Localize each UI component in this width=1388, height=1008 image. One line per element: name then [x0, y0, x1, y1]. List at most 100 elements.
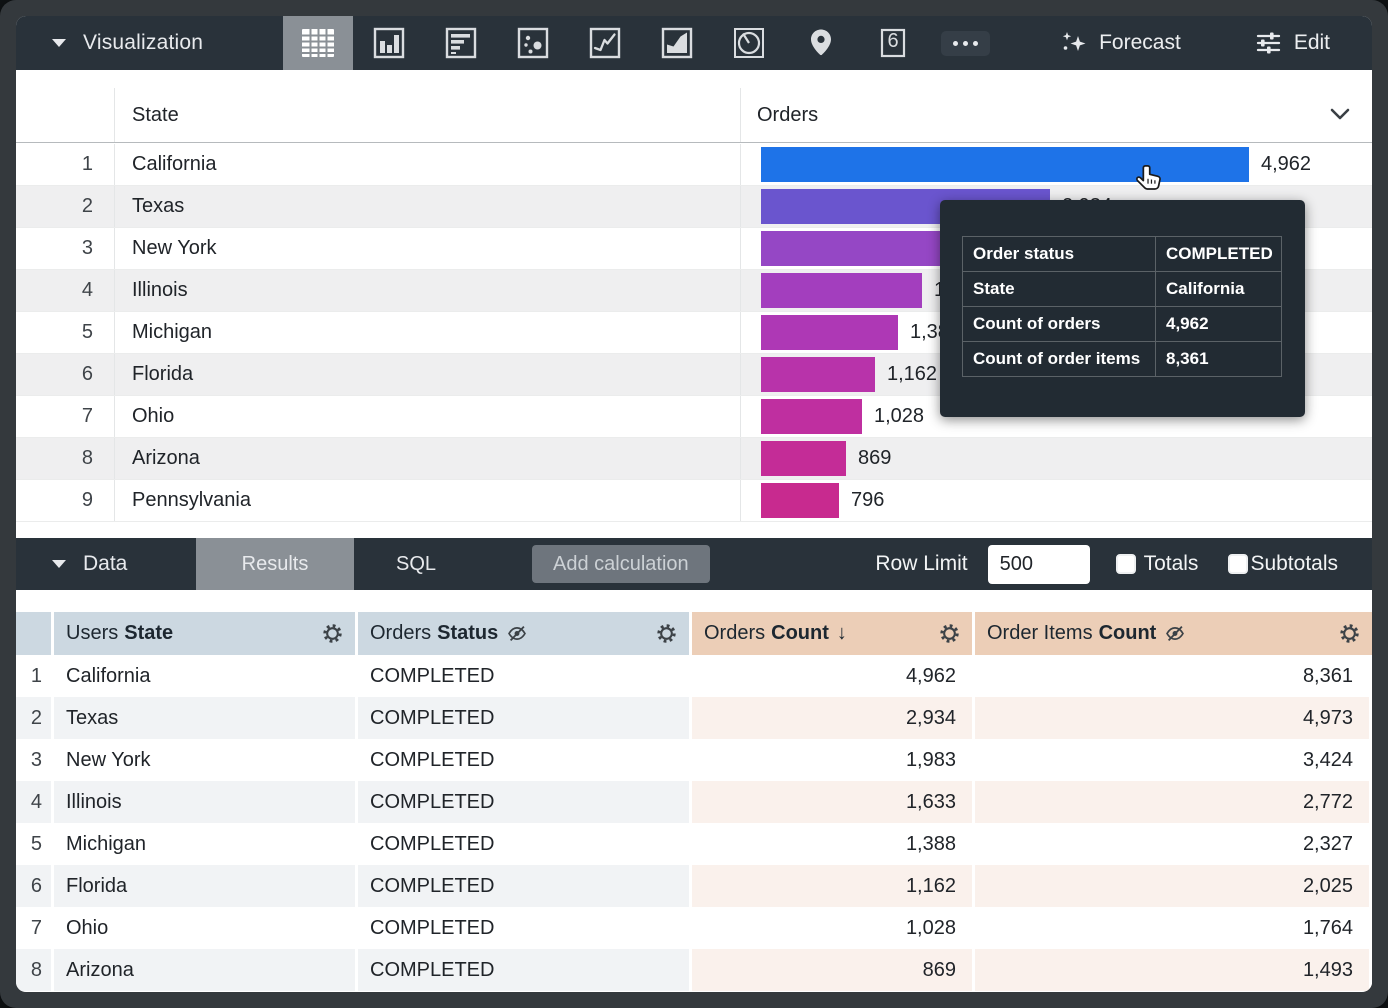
tooltip-row: State California: [963, 272, 1281, 307]
order-items-count-cell: 2,772: [975, 781, 1372, 823]
sql-tab-label: SQL: [395, 552, 437, 575]
viz-header-orders[interactable]: Orders: [741, 88, 1372, 142]
column-prefix: Users: [66, 622, 119, 644]
orders-count-cell: 869: [692, 949, 975, 991]
orders-bar[interactable]: [761, 357, 875, 392]
viz-table-row: 8 Arizona 869: [16, 438, 1372, 480]
totals-checkbox[interactable]: [1115, 554, 1136, 574]
caret-down-icon: [52, 560, 66, 568]
state-cell: New York: [115, 228, 741, 269]
data-header-orders-status[interactable]: Orders Status: [358, 612, 692, 655]
data-header-order-items-count[interactable]: Order Items Count: [975, 612, 1372, 655]
row-number: 7: [16, 396, 115, 437]
viz-header-state[interactable]: State: [115, 88, 741, 142]
gear-icon[interactable]: [655, 622, 678, 645]
viz-type-map[interactable]: [785, 16, 857, 70]
orders-bar[interactable]: [761, 315, 898, 350]
row-number: 2: [16, 186, 115, 227]
status-cell: COMPLETED: [358, 823, 692, 865]
row-number: 6: [16, 865, 54, 907]
orders-count-cell: 2,934: [692, 697, 975, 739]
state-cell: Texas: [115, 186, 741, 227]
data-table-row: 5 Michigan COMPLETED 1,388 2,327: [16, 823, 1372, 865]
tooltip-value: California: [1166, 279, 1245, 298]
forecast-button[interactable]: Forecast: [1059, 31, 1181, 55]
viz-type-single-value[interactable]: 6: [857, 16, 929, 70]
viz-type-area[interactable]: [641, 16, 713, 70]
state-cell: Florida: [54, 865, 358, 907]
orders-bar-cell: 4,962: [741, 144, 1372, 185]
orders-count-cell: 1,388: [692, 823, 975, 865]
viz-type-scatter[interactable]: [497, 16, 569, 70]
gear-icon[interactable]: [321, 622, 344, 645]
row-limit-input[interactable]: [987, 544, 1090, 584]
orders-bar-value: 796: [851, 489, 885, 511]
state-cell: Illinois: [54, 781, 358, 823]
column-chart-icon: [373, 27, 405, 59]
viz-type-bar[interactable]: [425, 16, 497, 70]
subtotals-label: Subtotals: [1250, 552, 1338, 575]
line-chart-icon: [589, 27, 621, 59]
orders-count-cell: 4,962: [692, 655, 975, 697]
orders-bar[interactable]: [761, 231, 956, 266]
data-panel-toggle[interactable]: Data: [16, 552, 196, 576]
data-header-orders-count[interactable]: Orders Count ↓: [692, 612, 975, 655]
row-number: 5: [16, 312, 115, 353]
state-cell: California: [54, 655, 358, 697]
data-table-row: 2 Texas COMPLETED 2,934 4,973: [16, 697, 1372, 739]
viz-header-rownum: [16, 88, 115, 142]
orders-bar[interactable]: [761, 273, 922, 308]
row-limit-controls: Row Limit Totals Subtotals: [875, 544, 1372, 584]
viz-table-row: 5 Michigan 1,388: [16, 312, 1372, 354]
order-items-count-cell: 1,493: [975, 949, 1372, 991]
viz-toolbar-actions: Forecast: [1059, 16, 1372, 70]
edit-button[interactable]: Edit: [1255, 30, 1330, 56]
data-table-row: 7 Ohio COMPLETED 1,028 1,764: [16, 907, 1372, 949]
orders-count-cell: 1,983: [692, 739, 975, 781]
orders-bar[interactable]: [761, 147, 1249, 182]
tooltip-label: Order status: [963, 237, 1156, 271]
bar-chart-icon: [445, 27, 477, 59]
orders-bar[interactable]: [761, 399, 862, 434]
order-items-count-cell: 1,764: [975, 907, 1372, 949]
data-table-row: 4 Illinois COMPLETED 1,633 2,772: [16, 781, 1372, 823]
data-table-body: 1 California COMPLETED 4,962 8,361 2 Tex…: [16, 655, 1372, 991]
viz-type-pie[interactable]: [713, 16, 785, 70]
subtotals-checkbox[interactable]: [1228, 554, 1249, 574]
data-table-row: 6 Florida COMPLETED 1,162 2,025: [16, 865, 1372, 907]
tune-icon: [1255, 30, 1282, 56]
status-cell: COMPLETED: [358, 655, 692, 697]
viz-table-row: 9 Pennsylvania 796: [16, 480, 1372, 522]
status-cell: COMPLETED: [358, 949, 692, 991]
status-cell: COMPLETED: [358, 697, 692, 739]
tab-sql[interactable]: SQL: [370, 538, 462, 590]
data-toolbar: Data Results SQL Add calculation Row Lim…: [16, 538, 1372, 590]
data-header-users-state[interactable]: Users State: [54, 612, 358, 655]
visualization-panel-toggle[interactable]: Visualization: [16, 16, 283, 70]
state-cell: Ohio: [54, 907, 358, 949]
chevron-down-icon[interactable]: [1330, 108, 1350, 120]
explore-app: Visualization: [16, 16, 1372, 992]
orders-bar-cell: 1,028: [741, 396, 1372, 437]
tab-results[interactable]: Results: [196, 538, 354, 590]
viz-type-line[interactable]: [569, 16, 641, 70]
viz-type-more[interactable]: [929, 16, 1001, 70]
add-calculation-button[interactable]: Add calculation: [532, 545, 710, 583]
table-chart-icon: [300, 27, 336, 59]
data-table-row: 8 Arizona COMPLETED 869 1,493: [16, 949, 1372, 991]
tooltip-row: Count of order items 8,361: [963, 342, 1281, 376]
tooltip-table: Order status COMPLETED State California …: [962, 236, 1282, 377]
gear-icon[interactable]: [938, 622, 961, 645]
single-value-icon: 6: [879, 27, 907, 59]
viz-type-column[interactable]: [353, 16, 425, 70]
orders-bar[interactable]: [761, 483, 839, 518]
tooltip-row: Count of orders 4,962: [963, 307, 1281, 342]
state-cell: Arizona: [115, 438, 741, 479]
area-chart-icon: [661, 27, 693, 59]
gear-icon[interactable]: [1338, 622, 1361, 645]
totals-label: Totals: [1143, 552, 1199, 575]
sort-desc-icon: ↓: [836, 622, 847, 644]
data-header-rownum: [16, 612, 54, 655]
viz-type-table[interactable]: [283, 16, 353, 70]
orders-bar[interactable]: [761, 441, 846, 476]
